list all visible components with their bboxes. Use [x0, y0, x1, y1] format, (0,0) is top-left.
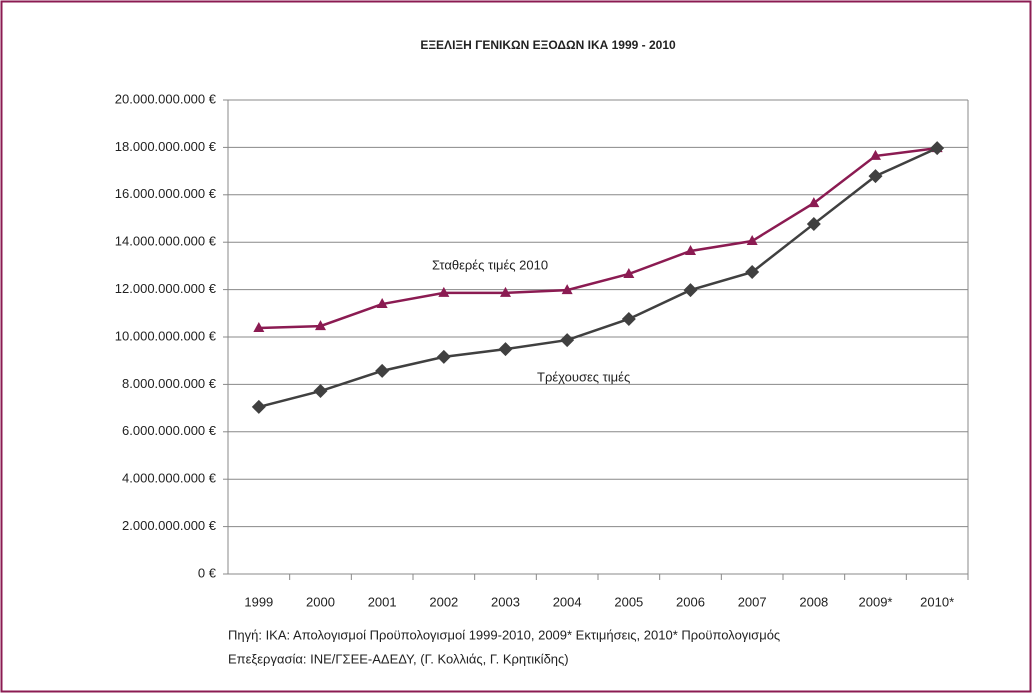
- x-tick-label: 1999: [244, 594, 273, 609]
- y-tick-label: 14.000.000.000 €: [115, 234, 217, 249]
- y-tick-label: 20.000.000.000 €: [115, 91, 217, 106]
- y-tick-label: 0 €: [198, 565, 217, 580]
- marker: [498, 342, 513, 357]
- y-tick-label: 6.000.000.000 €: [122, 423, 217, 438]
- y-tick-label: 12.000.000.000 €: [115, 281, 217, 296]
- marker: [253, 321, 265, 332]
- marker: [685, 244, 696, 255]
- x-tick-label: 2002: [429, 594, 458, 609]
- marker: [500, 286, 511, 297]
- x-tick-label: 2007: [738, 594, 767, 609]
- marker: [623, 267, 635, 278]
- marker: [436, 349, 451, 364]
- x-tick-label: 2000: [306, 594, 335, 609]
- series-label: Τρέχουσες τιμές: [537, 369, 630, 384]
- marker: [683, 283, 698, 298]
- marker: [560, 333, 575, 348]
- marker: [313, 384, 328, 399]
- x-tick-label: 2006: [676, 594, 705, 609]
- x-tick-label: 2009*: [859, 594, 893, 609]
- marker: [375, 363, 390, 378]
- x-tick-label: 2004: [553, 594, 582, 609]
- marker: [376, 298, 388, 309]
- marker: [806, 216, 821, 231]
- series-line: [258, 146, 938, 330]
- source-note: Επεξεργασία: ΙΝΕ/ΓΣΕΕ-ΑΔΕΔΥ, (Γ. Κολλιάς…: [228, 651, 569, 666]
- marker: [438, 286, 450, 297]
- marker: [561, 284, 573, 295]
- y-tick-label: 18.000.000.000 €: [115, 139, 217, 154]
- marker: [746, 235, 758, 246]
- x-tick-label: 2005: [614, 594, 643, 609]
- chart-title: ΕΞΕΛΙΞΗ ΓΕΝΙΚΩΝ ΕΞΟΔΩΝ ΙΚΑ 1999 - 2010: [420, 38, 676, 52]
- x-tick-label: 2001: [368, 594, 397, 609]
- marker: [621, 311, 636, 326]
- series-label: Σταθερές τιμές 2010: [432, 257, 548, 272]
- y-tick-label: 16.000.000.000 €: [115, 186, 217, 201]
- y-tick-label: 4.000.000.000 €: [122, 471, 217, 486]
- x-tick-label: 2010*: [920, 594, 954, 609]
- source-note: Πηγή: ΙΚΑ: Απολογισμοί Προϋπολογισμοί 19…: [228, 627, 780, 642]
- marker: [868, 169, 883, 184]
- y-tick-label: 10.000.000.000 €: [115, 328, 217, 343]
- marker: [251, 399, 266, 414]
- x-tick-label: 2003: [491, 594, 520, 609]
- y-tick-label: 2.000.000.000 €: [122, 518, 217, 533]
- x-tick-label: 2008: [799, 594, 828, 609]
- marker: [930, 141, 945, 156]
- marker: [808, 197, 820, 208]
- series-line: [258, 146, 938, 409]
- marker: [870, 149, 881, 160]
- marker: [315, 320, 326, 331]
- y-tick-label: 8.000.000.000 €: [122, 376, 217, 391]
- marker: [745, 265, 760, 280]
